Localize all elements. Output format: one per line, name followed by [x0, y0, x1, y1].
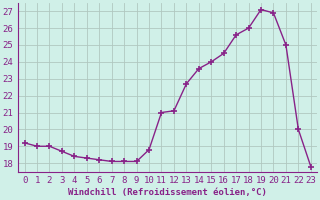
X-axis label: Windchill (Refroidissement éolien,°C): Windchill (Refroidissement éolien,°C)	[68, 188, 267, 197]
